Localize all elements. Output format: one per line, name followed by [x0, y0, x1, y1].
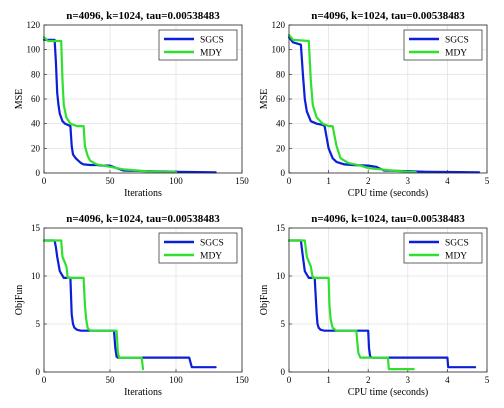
x-tick-label: 0	[42, 375, 47, 385]
legend-label-sgcs: SGCS	[445, 36, 469, 46]
legend-label-sgcs: SGCS	[200, 36, 224, 46]
x-tick-label: 3	[406, 176, 411, 186]
y-tick-label: 40	[276, 119, 286, 129]
y-tick-label: 5	[281, 319, 286, 329]
x-tick-label: 50	[106, 176, 116, 186]
x-tick-label: 1	[326, 176, 331, 186]
y-tick-label: 5	[36, 319, 41, 329]
legend-box	[158, 232, 238, 264]
chart-title: n=4096, k=1024, tau=0.00538483	[66, 213, 220, 225]
x-axis-label: Iterations	[124, 387, 162, 398]
x-tick-label: 150	[235, 375, 249, 385]
x-tick-label: 150	[235, 176, 249, 186]
chart-title: n=4096, k=1024, tau=0.00538483	[66, 10, 220, 22]
x-tick-label: 0	[42, 176, 47, 186]
y-tick-label: 60	[276, 94, 286, 104]
x-axis-label: Iterations	[124, 188, 162, 199]
y-tick-label: 40	[31, 119, 41, 129]
y-tick-label: 0	[281, 367, 286, 377]
y-tick-label: 0	[36, 168, 41, 178]
y-tick-label: 10	[276, 271, 286, 281]
series-line-sgcs	[287, 239, 477, 369]
series-line-mdy	[42, 239, 145, 371]
chart-panel-4: 0 1 2 3 4 5 0 5 10 15 n=4096, k=1024, tau=0.005384…	[259, 213, 490, 398]
legend-label-mdy: MDY	[445, 49, 467, 59]
x-tick-label: 0	[287, 375, 292, 385]
legend-box	[403, 232, 483, 264]
legend-label-mdy: MDY	[200, 49, 222, 59]
series-line-mdy	[287, 239, 415, 371]
y-tick-label: 80	[276, 69, 286, 79]
y-axis-label: MSE	[259, 89, 270, 110]
axes-box	[288, 227, 488, 373]
x-tick-label: 2	[366, 375, 371, 385]
y-tick-label: 80	[31, 69, 41, 79]
y-tick-label: 60	[31, 94, 41, 104]
legend: SGCS MDY	[158, 232, 238, 264]
y-tick-label: 0	[36, 367, 41, 377]
x-tick-label: 3	[406, 375, 411, 385]
y-tick-label: 15	[276, 223, 286, 233]
legend-label-sgcs: SGCS	[200, 239, 224, 249]
x-tick-label: 4	[445, 176, 450, 186]
x-axis-label: CPU time (seconds)	[348, 387, 429, 398]
x-tick-label: 100	[169, 176, 183, 186]
legend: SGCS MDY	[403, 232, 483, 264]
chart-panel-3: 0 50 100 150 0 5 10 15 n=4096, k=1024, tau=0.005…	[14, 213, 249, 398]
y-tick-label: 120	[27, 20, 41, 30]
x-tick-label: 5	[485, 375, 490, 385]
y-axis-label: ObjFun	[259, 285, 270, 316]
y-tick-label: 100	[27, 45, 41, 55]
y-tick-label: 20	[31, 143, 41, 153]
chart-panel-1: 0 50 100 150 0 20 40 60 80 100 120 n=4096, k=1024, …	[14, 10, 249, 199]
legend-box	[158, 29, 238, 61]
axes-box	[43, 227, 243, 373]
series-line-mdy	[42, 36, 178, 174]
legend-label-mdy: MDY	[200, 252, 222, 262]
y-axis-label: MSE	[14, 89, 25, 110]
x-tick-label: 1	[326, 375, 331, 385]
y-tick-label: 10	[31, 271, 41, 281]
axes-box	[43, 24, 243, 174]
legend-box	[403, 29, 483, 61]
chart-title: n=4096, k=1024, tau=0.00538483	[311, 213, 465, 225]
y-tick-label: 100	[272, 45, 286, 55]
x-tick-label: 5	[485, 176, 490, 186]
x-tick-label: 2	[366, 176, 371, 186]
x-tick-label: 50	[106, 375, 116, 385]
axes-box	[288, 24, 488, 174]
y-tick-label: 20	[276, 143, 286, 153]
legend-label-mdy: MDY	[445, 252, 467, 262]
legend-label-sgcs: SGCS	[445, 239, 469, 249]
legend: SGCS MDY	[403, 29, 483, 61]
chart-panel-2: 0 1 2 3 4 5 0 20 40 60 80 100 120 n=4096, k=1024, tau…	[259, 10, 490, 199]
legend: SGCS MDY	[158, 29, 238, 61]
x-tick-label: 4	[445, 375, 450, 385]
x-axis-label: CPU time (seconds)	[348, 188, 429, 199]
y-tick-label: 120	[272, 20, 286, 30]
y-tick-label: 15	[31, 223, 41, 233]
series-line-mdy	[287, 33, 417, 174]
chart-title: n=4096, k=1024, tau=0.00538483	[311, 10, 465, 22]
y-tick-label: 0	[281, 168, 286, 178]
x-tick-label: 0	[287, 176, 292, 186]
x-tick-label: 100	[169, 375, 183, 385]
y-axis-label: ObjFun	[14, 285, 25, 316]
